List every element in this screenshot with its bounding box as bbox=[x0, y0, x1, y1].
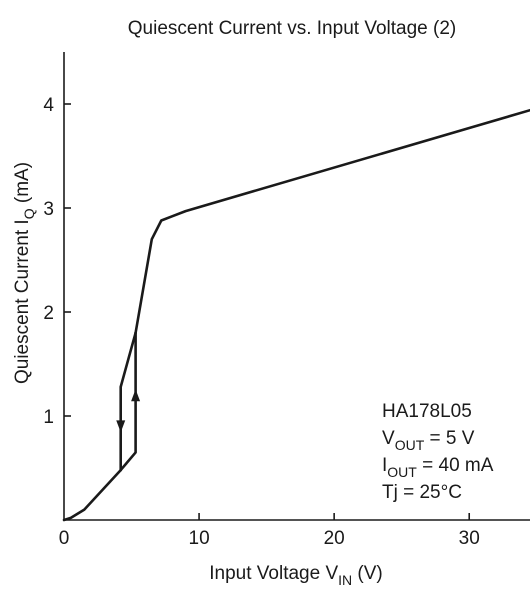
condition-annotations: HA178L05 VOUT = 5 V IOUT = 40 mA Tj = 25… bbox=[382, 401, 494, 503]
series-line-0 bbox=[62, 468, 122, 522]
y-ticks bbox=[64, 103, 71, 417]
y-axis-title: Quiescent Current IQ (mA) bbox=[12, 162, 37, 384]
series-line-2 bbox=[119, 331, 137, 472]
x-axis-title: Input Voltage VIN (V) bbox=[209, 563, 383, 588]
annotation-tj: Tj = 25°C bbox=[382, 482, 462, 503]
x-ticks bbox=[198, 513, 471, 520]
annotation-vout: VOUT = 5 V bbox=[382, 428, 475, 453]
y-tick-label-3: 4 bbox=[43, 95, 54, 116]
arrow-down-0 bbox=[116, 420, 126, 433]
x-tick-label-0: 0 bbox=[59, 528, 70, 549]
y-tick-labels: 1 2 3 4 bbox=[43, 95, 54, 428]
series-line-3 bbox=[134, 108, 530, 335]
axes bbox=[63, 52, 530, 521]
y-tick-label-0: 1 bbox=[43, 407, 54, 428]
annotation-iout: IOUT = 40 mA bbox=[382, 455, 494, 480]
x-tick-label-1: 10 bbox=[189, 528, 210, 549]
chart-title: Quiescent Current vs. Input Voltage (2) bbox=[128, 18, 456, 39]
annotation-part-number: HA178L05 bbox=[382, 401, 472, 422]
y-tick-label-2: 3 bbox=[43, 199, 54, 220]
curves bbox=[62, 108, 530, 522]
arrows bbox=[116, 389, 141, 433]
y-tick-label-1: 2 bbox=[43, 303, 54, 324]
x-tick-label-3: 30 bbox=[459, 528, 480, 549]
arrow-up-1 bbox=[131, 389, 141, 402]
series-line-1 bbox=[119, 331, 137, 472]
x-tick-labels: 0 10 20 30 bbox=[59, 528, 480, 549]
x-tick-label-2: 20 bbox=[324, 528, 345, 549]
